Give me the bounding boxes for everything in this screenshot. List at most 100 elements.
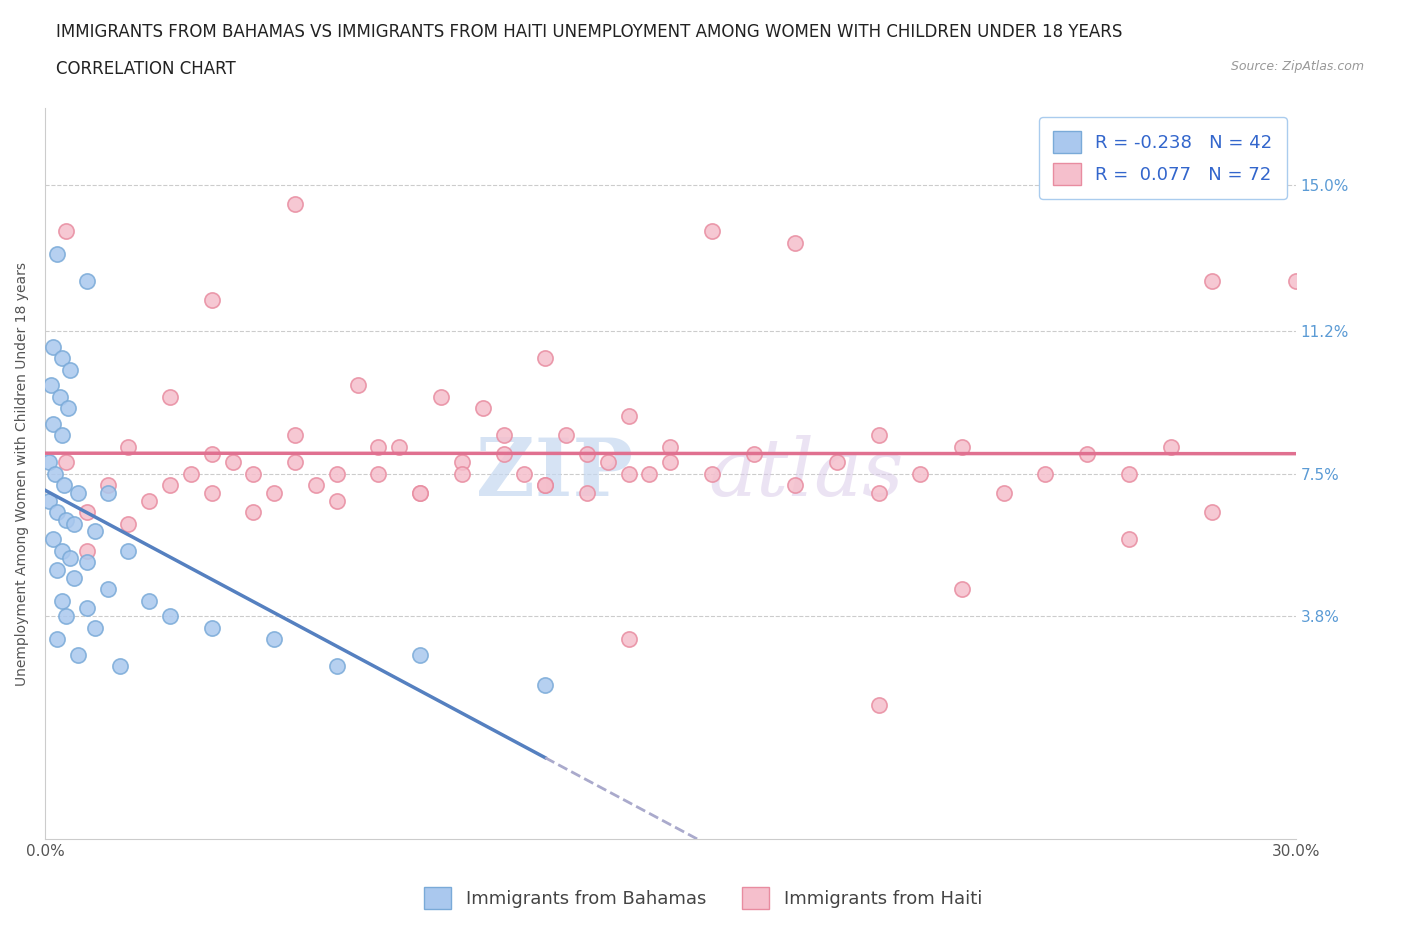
Point bbox=[450, 455, 472, 470]
Point bbox=[221, 455, 243, 470]
Point bbox=[1076, 447, 1098, 462]
Point bbox=[1160, 439, 1182, 454]
Point bbox=[263, 485, 285, 500]
Point bbox=[326, 466, 349, 481]
Point bbox=[700, 466, 723, 481]
Point bbox=[46, 631, 69, 646]
Point bbox=[950, 581, 973, 596]
Point bbox=[242, 505, 264, 520]
Point bbox=[76, 505, 98, 520]
Point bbox=[596, 455, 619, 470]
Point bbox=[617, 631, 640, 646]
Point bbox=[534, 478, 557, 493]
Point bbox=[575, 485, 598, 500]
Point bbox=[159, 390, 181, 405]
Point bbox=[1118, 466, 1140, 481]
Text: Source: ZipAtlas.com: Source: ZipAtlas.com bbox=[1230, 60, 1364, 73]
Point bbox=[42, 417, 65, 432]
Point bbox=[492, 428, 515, 443]
Legend: Immigrants from Bahamas, Immigrants from Haiti: Immigrants from Bahamas, Immigrants from… bbox=[416, 880, 990, 916]
Point bbox=[76, 555, 98, 570]
Point bbox=[993, 485, 1015, 500]
Point bbox=[534, 351, 557, 365]
Point bbox=[367, 466, 389, 481]
Point bbox=[785, 235, 807, 250]
Point bbox=[84, 620, 107, 635]
Point bbox=[159, 608, 181, 623]
Point bbox=[51, 351, 73, 365]
Point bbox=[108, 658, 131, 673]
Point bbox=[96, 478, 118, 493]
Y-axis label: Unemployment Among Women with Children Under 18 years: Unemployment Among Women with Children U… bbox=[15, 261, 30, 685]
Point bbox=[67, 647, 90, 662]
Point bbox=[1035, 466, 1057, 481]
Point bbox=[46, 246, 69, 261]
Point bbox=[59, 551, 82, 565]
Point bbox=[96, 581, 118, 596]
Point bbox=[42, 532, 65, 547]
Point bbox=[63, 570, 86, 585]
Point bbox=[868, 428, 890, 443]
Point bbox=[1284, 273, 1306, 288]
Point bbox=[430, 390, 453, 405]
Point bbox=[409, 647, 432, 662]
Point bbox=[76, 273, 98, 288]
Point bbox=[59, 363, 82, 378]
Point bbox=[55, 224, 77, 239]
Point bbox=[868, 698, 890, 712]
Point bbox=[825, 455, 848, 470]
Point bbox=[513, 466, 536, 481]
Point bbox=[201, 293, 224, 308]
Point bbox=[367, 439, 389, 454]
Point bbox=[117, 543, 139, 558]
Point bbox=[471, 401, 494, 416]
Point bbox=[659, 439, 682, 454]
Point bbox=[388, 439, 411, 454]
Point bbox=[67, 485, 90, 500]
Point bbox=[575, 447, 598, 462]
Point bbox=[138, 493, 160, 508]
Point bbox=[284, 428, 307, 443]
Point bbox=[868, 485, 890, 500]
Point bbox=[617, 408, 640, 423]
Point bbox=[263, 631, 285, 646]
Point bbox=[48, 390, 70, 405]
Point bbox=[55, 608, 77, 623]
Point bbox=[63, 516, 86, 531]
Point bbox=[117, 516, 139, 531]
Point bbox=[46, 505, 69, 520]
Point bbox=[492, 447, 515, 462]
Point bbox=[76, 543, 98, 558]
Point bbox=[38, 455, 60, 470]
Point bbox=[785, 478, 807, 493]
Point bbox=[76, 601, 98, 616]
Point bbox=[284, 197, 307, 212]
Point bbox=[910, 466, 932, 481]
Point bbox=[534, 678, 557, 693]
Point bbox=[51, 428, 73, 443]
Point bbox=[201, 485, 224, 500]
Point bbox=[44, 466, 66, 481]
Point bbox=[46, 563, 69, 578]
Legend: R = -0.238   N = 42, R =  0.077   N = 72: R = -0.238 N = 42, R = 0.077 N = 72 bbox=[1039, 117, 1286, 199]
Point bbox=[51, 593, 73, 608]
Point bbox=[117, 439, 139, 454]
Point bbox=[326, 493, 349, 508]
Point bbox=[56, 401, 79, 416]
Point bbox=[52, 478, 75, 493]
Point bbox=[659, 455, 682, 470]
Point bbox=[42, 339, 65, 354]
Point bbox=[38, 493, 60, 508]
Point bbox=[84, 524, 107, 538]
Text: CORRELATION CHART: CORRELATION CHART bbox=[56, 60, 236, 78]
Point bbox=[1201, 273, 1223, 288]
Point bbox=[950, 439, 973, 454]
Point bbox=[305, 478, 328, 493]
Point bbox=[700, 224, 723, 239]
Point bbox=[409, 485, 432, 500]
Point bbox=[1201, 505, 1223, 520]
Point bbox=[55, 512, 77, 527]
Point bbox=[96, 485, 118, 500]
Point bbox=[51, 543, 73, 558]
Point bbox=[55, 455, 77, 470]
